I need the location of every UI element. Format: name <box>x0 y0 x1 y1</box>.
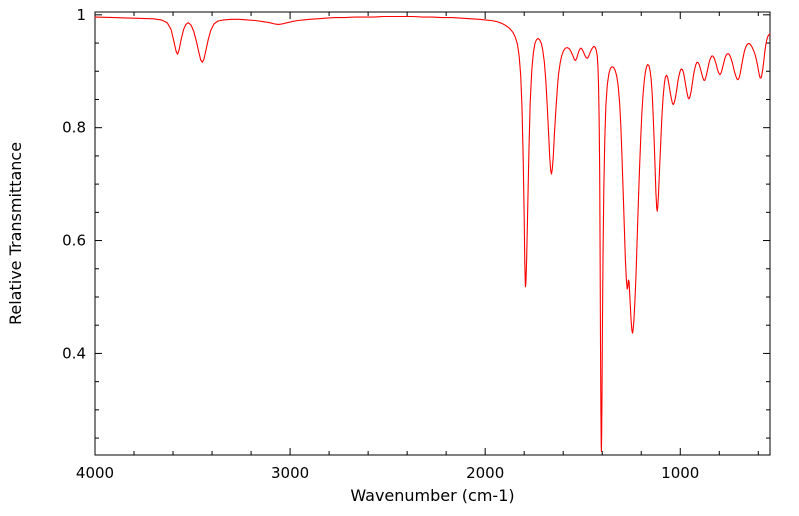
x-tick-label: 4000 <box>76 464 114 482</box>
y-tick-label: 0.8 <box>62 119 86 137</box>
plot-frame <box>94 11 771 456</box>
y-tick-label: 0.6 <box>62 232 86 250</box>
x-tick-label: 1000 <box>661 464 699 482</box>
x-axis-label: Wavenumber (cm-1) <box>350 486 515 505</box>
x-tick-label: 2000 <box>466 464 504 482</box>
spectrum-line <box>94 15 771 453</box>
x-tick-label: 3000 <box>271 464 309 482</box>
y-tick-label: 0.4 <box>62 344 86 362</box>
y-tick-label: 1 <box>76 6 86 24</box>
